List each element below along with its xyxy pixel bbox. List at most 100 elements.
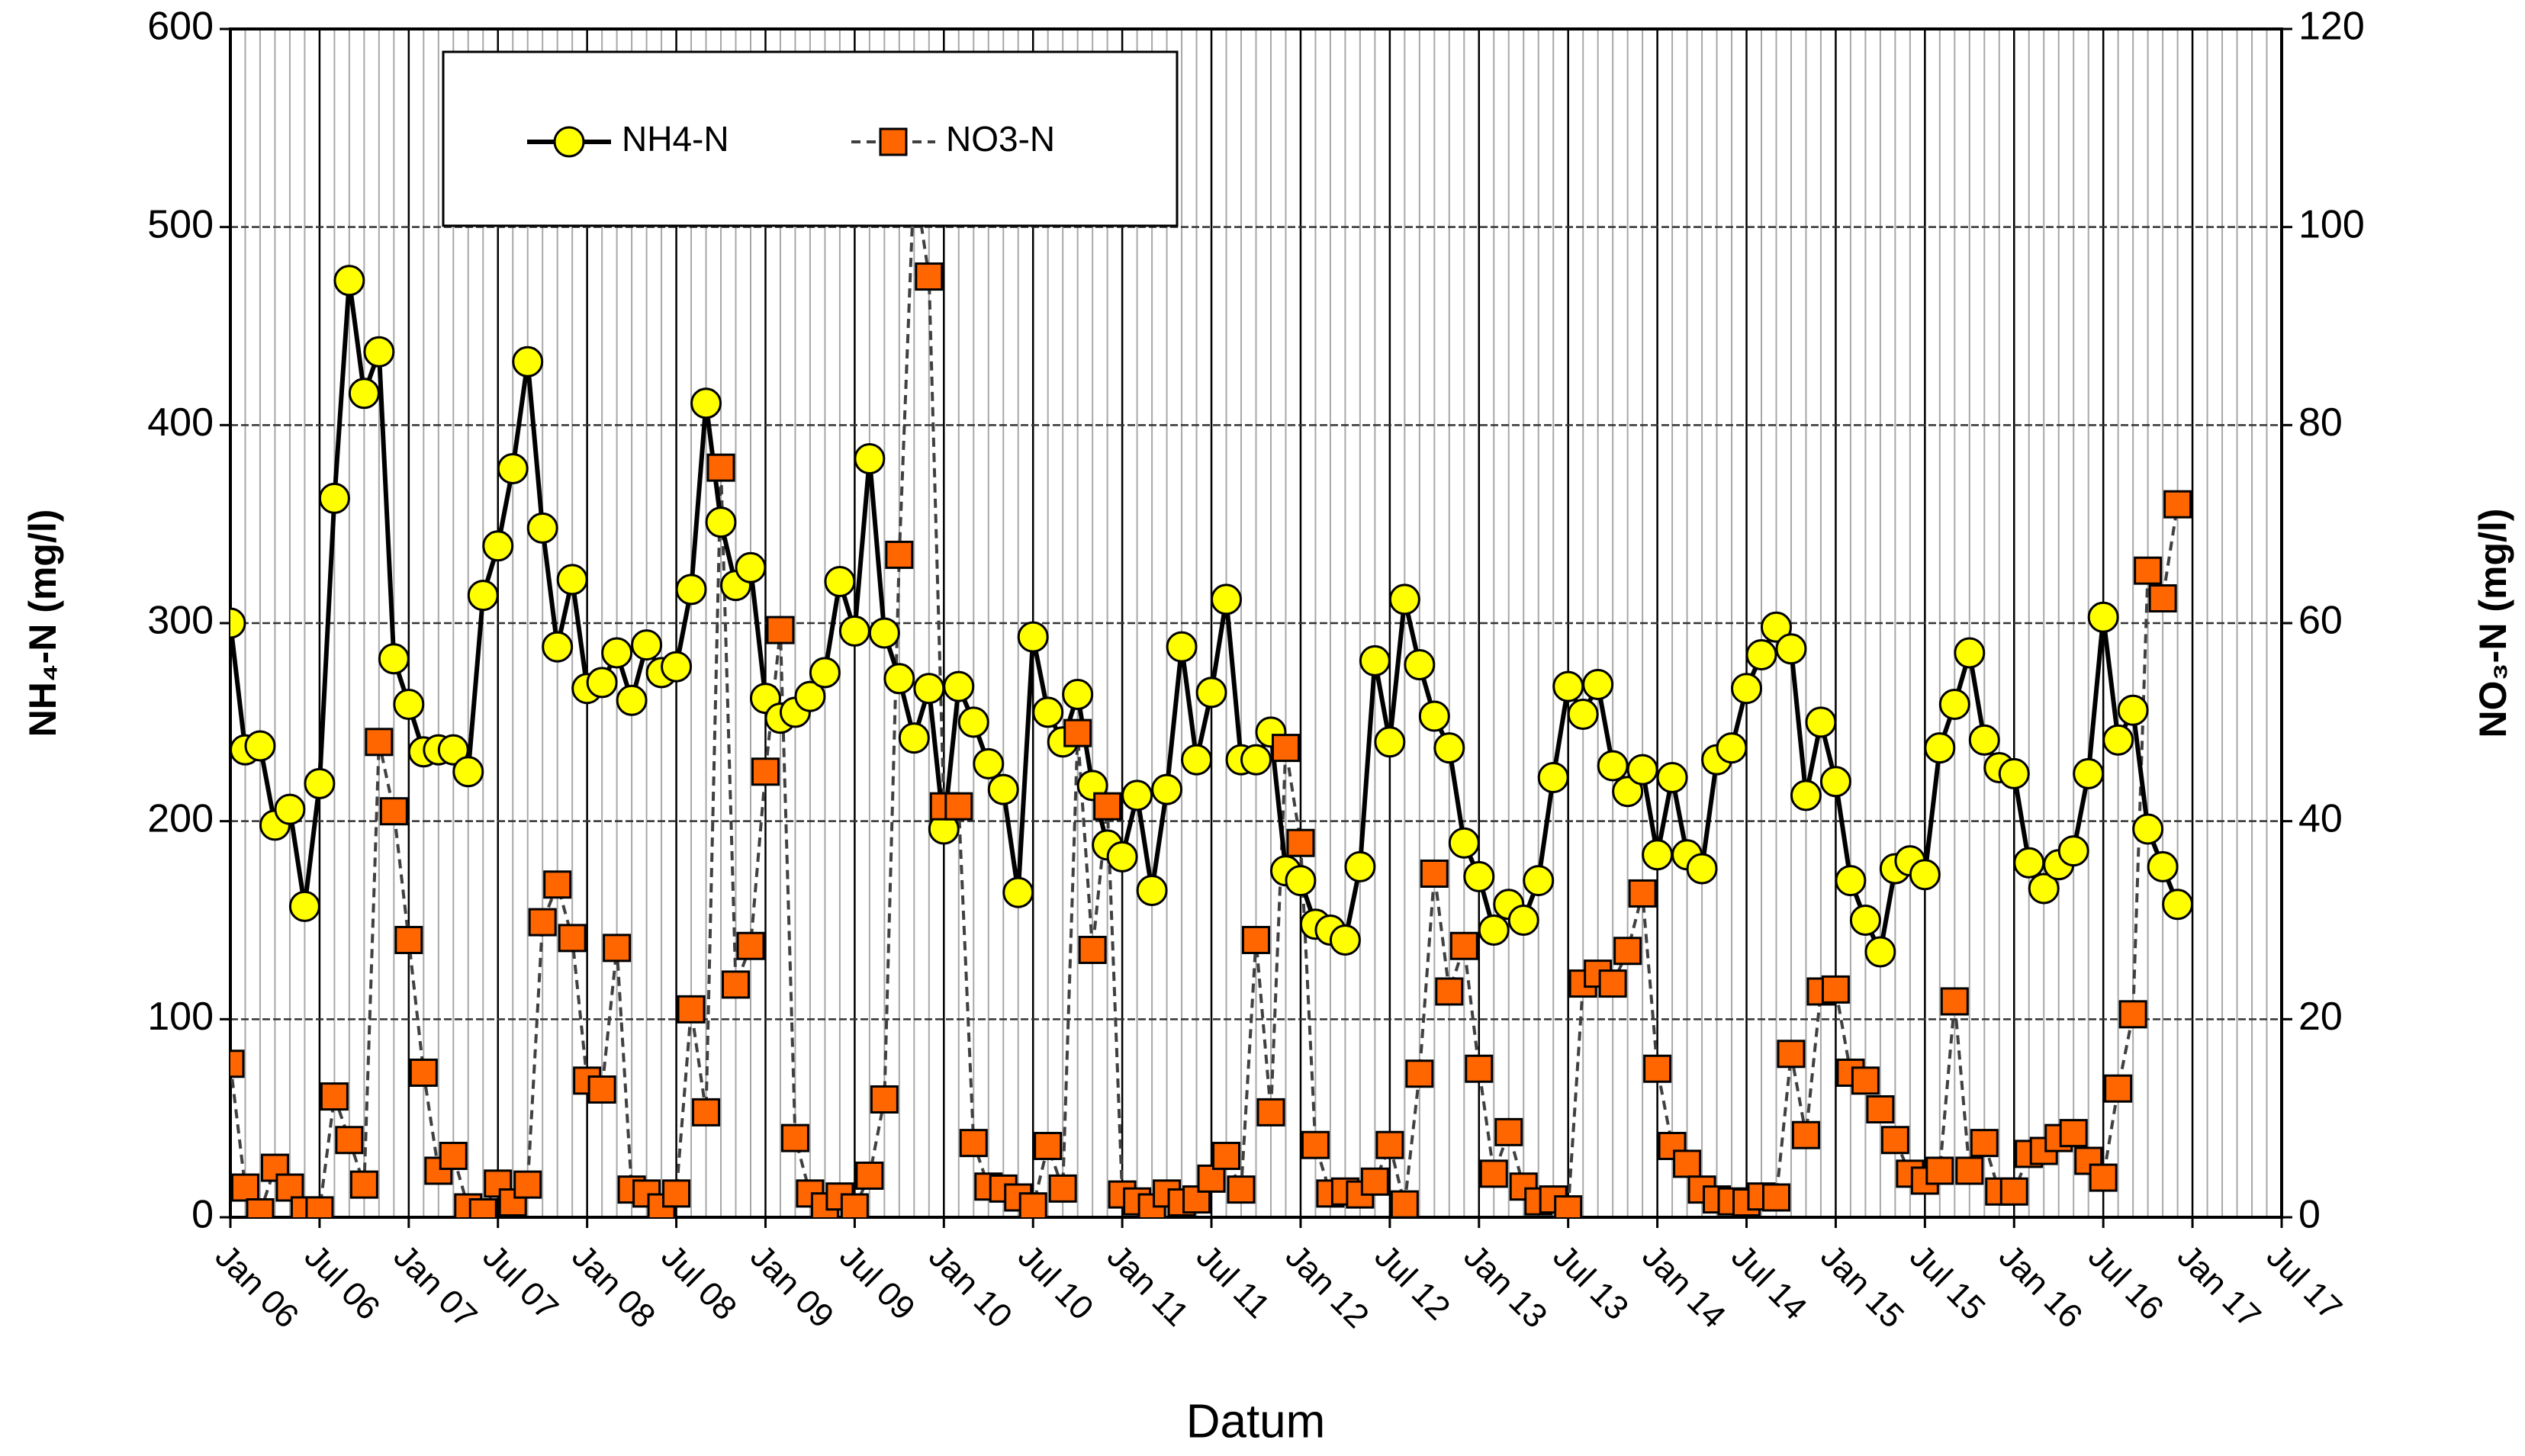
marker — [1938, 688, 1970, 720]
marker — [587, 1075, 616, 1104]
marker — [1760, 611, 1792, 643]
marker — [2148, 584, 2177, 613]
marker — [1018, 1192, 1047, 1217]
marker — [365, 728, 394, 757]
marker — [1078, 935, 1107, 964]
marker — [957, 706, 989, 738]
marker — [1643, 1054, 1672, 1083]
marker — [1612, 776, 1644, 808]
marker — [1626, 754, 1658, 786]
marker — [855, 1161, 884, 1190]
marker — [1598, 969, 1627, 998]
marker — [2057, 835, 2089, 867]
marker — [1344, 850, 1376, 882]
marker — [1494, 1117, 1523, 1146]
marker — [898, 722, 930, 754]
marker — [1017, 621, 1049, 653]
marker — [1002, 876, 1034, 908]
marker — [662, 1179, 691, 1208]
marker — [1032, 696, 1064, 728]
marker — [1256, 1098, 1285, 1127]
marker — [1329, 924, 1361, 956]
marker — [304, 767, 336, 799]
marker — [1777, 1040, 1806, 1069]
marker — [1940, 987, 1969, 1016]
marker — [1955, 1156, 1984, 1185]
marker — [1034, 1132, 1063, 1161]
marker — [1819, 766, 1851, 798]
marker — [1359, 644, 1391, 677]
marker — [318, 482, 350, 514]
marker — [1212, 1142, 1241, 1171]
marker — [1374, 726, 1406, 758]
marker — [1582, 668, 1614, 700]
marker — [553, 126, 585, 158]
marker — [409, 1058, 438, 1087]
marker — [497, 452, 529, 484]
marker — [1761, 1183, 1790, 1212]
y-tick-label: 100 — [147, 995, 214, 1039]
marker — [1151, 773, 1183, 805]
y-tick-label: 600 — [147, 5, 214, 49]
marker — [1849, 905, 1881, 936]
marker — [1195, 677, 1227, 709]
marker — [498, 1188, 527, 1217]
marker — [706, 453, 735, 482]
marker — [333, 265, 365, 297]
marker — [1731, 673, 1763, 705]
marker — [1507, 905, 1539, 936]
marker — [631, 629, 663, 661]
marker — [840, 1193, 869, 1217]
marker — [2132, 813, 2164, 845]
marker — [1552, 670, 1584, 702]
marker — [2163, 490, 2192, 519]
marker — [2134, 556, 2163, 585]
marker — [1240, 744, 1272, 776]
y-tick-label: 200 — [147, 796, 214, 840]
marker — [467, 580, 499, 612]
marker — [1523, 865, 1555, 897]
marker — [868, 617, 900, 649]
marker — [2028, 873, 2060, 905]
marker — [1880, 1126, 1909, 1155]
marker — [1405, 1059, 1434, 1088]
marker — [661, 651, 693, 683]
marker — [1835, 865, 1867, 897]
y2-tick-label: 0 — [2298, 1193, 2321, 1237]
marker — [751, 757, 780, 786]
marker — [1745, 639, 1777, 671]
marker — [883, 663, 915, 695]
marker — [1449, 931, 1478, 960]
marker — [1479, 1159, 1508, 1188]
marker — [1866, 1094, 1895, 1123]
y2-tick-label: 60 — [2298, 599, 2343, 643]
marker — [915, 262, 944, 291]
marker — [2102, 724, 2134, 756]
marker — [393, 688, 425, 720]
marker — [1791, 1120, 1820, 1149]
marker — [363, 336, 395, 368]
marker — [692, 1098, 721, 1127]
marker — [288, 890, 320, 922]
marker — [1375, 1130, 1404, 1159]
legend-label: NO3-N — [946, 119, 1055, 159]
marker — [885, 540, 914, 569]
marker — [794, 680, 826, 712]
marker — [2059, 1119, 2088, 1148]
marker — [2147, 850, 2179, 882]
marker — [1925, 1156, 1954, 1185]
marker — [1465, 1054, 1494, 1083]
marker — [1435, 977, 1464, 1006]
marker — [677, 995, 706, 1024]
marker — [1227, 1175, 1256, 1204]
marker — [1790, 779, 1822, 812]
marker — [944, 792, 973, 821]
marker — [468, 1198, 497, 1217]
y2-tick-label: 120 — [2298, 5, 2365, 49]
marker — [1285, 865, 1317, 897]
marker — [690, 387, 722, 419]
marker — [1463, 860, 1495, 892]
marker — [1554, 1195, 1583, 1217]
marker — [735, 551, 767, 583]
marker — [320, 1082, 349, 1111]
